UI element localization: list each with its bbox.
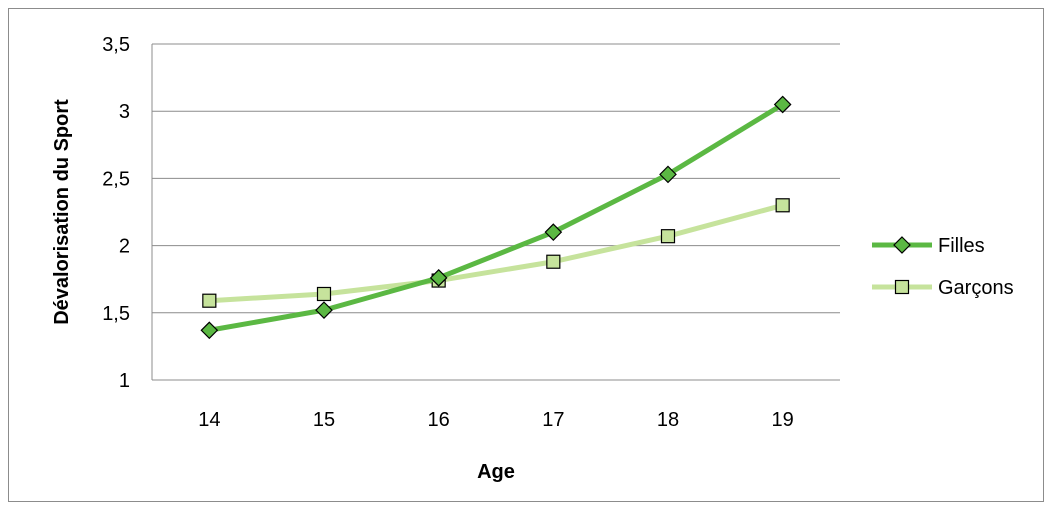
data-point [202, 293, 217, 308]
y-axis-ticks: 1 1,5 2 2,5 3 3,5 [102, 34, 130, 392]
data-point [200, 321, 219, 340]
x-tick-label: 18 [657, 409, 679, 431]
chart-frame [8, 8, 1044, 502]
series-group [200, 95, 792, 340]
legend-label: Filles [938, 235, 985, 257]
x-tick-label: 14 [198, 409, 220, 431]
data-point [544, 223, 563, 242]
y-tick-label: 2,5 [102, 168, 130, 190]
data-point [775, 198, 790, 213]
data-point [773, 95, 792, 114]
series-filles [200, 95, 792, 340]
data-point [429, 269, 448, 287]
y-tick-label: 2 [119, 236, 130, 258]
x-tick-label: 15 [313, 409, 335, 431]
data-point [659, 165, 677, 184]
data-point [315, 301, 333, 319]
x-tick-label: 19 [772, 409, 794, 431]
legend-marker [893, 236, 911, 254]
x-tick-label: 16 [428, 409, 450, 431]
gridlines [151, 43, 840, 381]
x-tick-label: 17 [542, 409, 564, 431]
series-line-garçons [206, 202, 786, 304]
x-axis-ticks: 14 15 16 17 18 19 [198, 409, 794, 431]
y-tick-label: 3 [119, 101, 130, 123]
y-tick-label: 1 [119, 370, 130, 392]
x-axis-title: Age [477, 461, 515, 483]
data-point [546, 254, 561, 269]
data-point [316, 286, 332, 302]
legend: Filles Garçons [872, 235, 1014, 299]
series-line-filles [206, 101, 786, 333]
data-point [660, 229, 676, 244]
legend-item-garçons: Garçons [872, 277, 1014, 299]
legend-label: Garçons [938, 277, 1014, 299]
series-garçons [202, 198, 790, 308]
legend-item-filles: Filles [872, 235, 985, 257]
y-tick-label: 1,5 [102, 303, 130, 325]
legend-marker [894, 279, 910, 295]
y-axis-title: Dévalorisation du Sport [51, 99, 73, 325]
y-tick-label: 3,5 [102, 34, 130, 56]
